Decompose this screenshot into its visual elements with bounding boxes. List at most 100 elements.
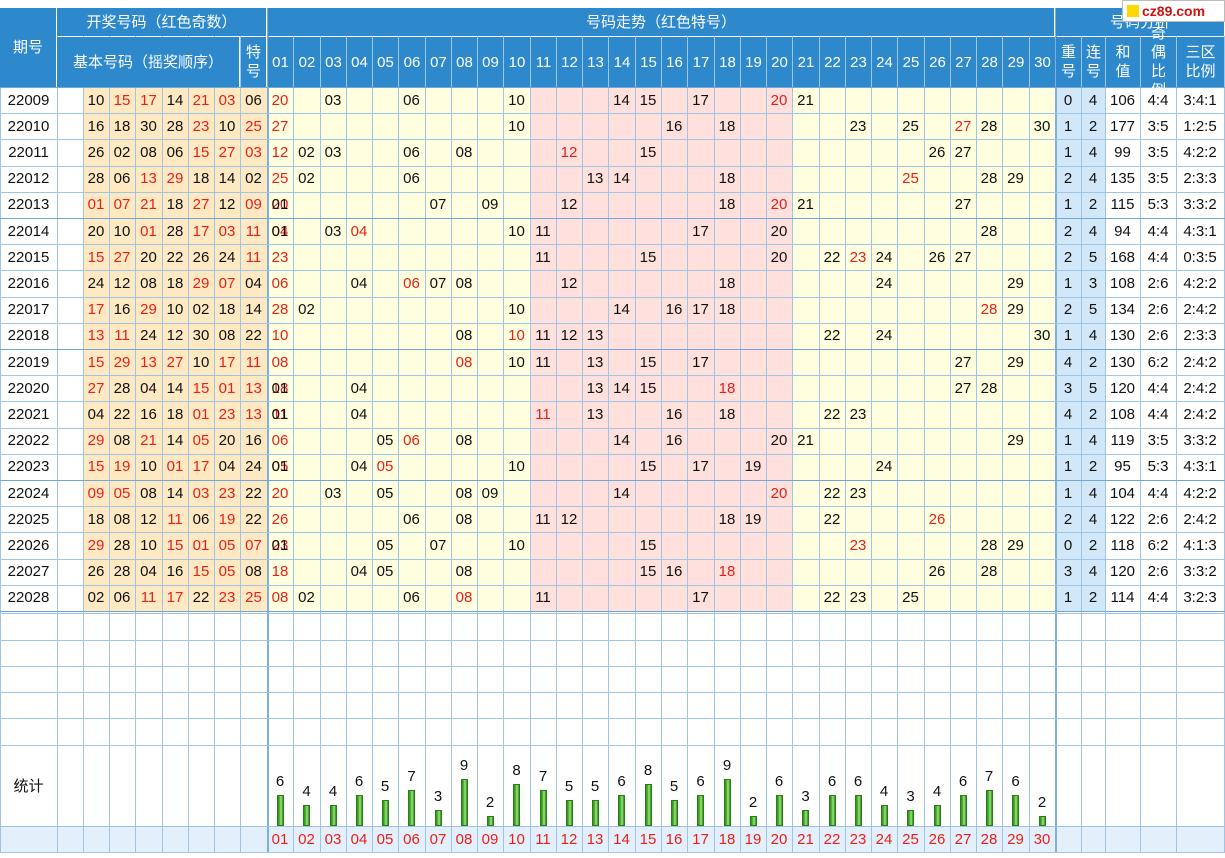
zone-value: 2:4:2 bbox=[1183, 301, 1217, 319]
trend-mark: 18 bbox=[718, 170, 736, 188]
stat-count: 6 bbox=[853, 773, 863, 790]
stat-number-label: 17 bbox=[692, 831, 709, 848]
trend-mark: 13 bbox=[586, 327, 604, 345]
stat-number-label: 04 bbox=[350, 831, 368, 848]
repeat-value: 1 bbox=[1063, 589, 1073, 607]
basic-number: 27 bbox=[87, 379, 105, 397]
trend-mark: 10 bbox=[508, 301, 525, 319]
stat-count: 6 bbox=[354, 773, 364, 790]
trend-mark: 04 bbox=[350, 222, 368, 240]
issue-number: 22023 bbox=[7, 458, 50, 476]
trend-mark: 23 bbox=[849, 536, 867, 554]
repeat-value: 1 bbox=[1063, 196, 1073, 214]
trend-mark: 08 bbox=[455, 484, 473, 502]
stat-number-label: 01 bbox=[271, 831, 289, 848]
basic-number: 23 bbox=[192, 117, 210, 135]
trend-mark: 11 bbox=[535, 589, 551, 607]
trend-mark: 06 bbox=[403, 274, 420, 292]
basic-number: 05 bbox=[113, 484, 131, 502]
trend-mark: 24 bbox=[875, 327, 893, 345]
special-number: 18 bbox=[271, 379, 289, 397]
stat-number-label: 15 bbox=[639, 831, 657, 848]
repeat-value: 2 bbox=[1063, 510, 1073, 528]
sum-value: 120 bbox=[1109, 563, 1136, 581]
basic-number: 14 bbox=[166, 432, 184, 450]
repeat-value: 2 bbox=[1063, 301, 1073, 319]
stat-count: 6 bbox=[774, 773, 784, 790]
trend-mark: 08 bbox=[455, 563, 473, 581]
stat-count: 6 bbox=[617, 773, 626, 790]
stat-count: 9 bbox=[459, 757, 469, 774]
stat-number-label: 29 bbox=[1007, 831, 1024, 848]
basic-number: 05 bbox=[218, 536, 236, 554]
header-number-22: 22 bbox=[820, 37, 845, 87]
basic-number: 17 bbox=[87, 301, 105, 319]
basic-number: 22 bbox=[166, 248, 184, 266]
basic-number: 11 bbox=[245, 248, 262, 266]
trend-mark: 20 bbox=[770, 248, 788, 266]
trend-mark: 01 bbox=[271, 379, 289, 397]
trend-mark: 28 bbox=[980, 117, 998, 135]
basic-number: 13 bbox=[245, 405, 262, 423]
zone-value: 2:4:2 bbox=[1183, 510, 1217, 528]
trend-mark: 22 bbox=[823, 510, 841, 528]
trend-mark: 15 bbox=[639, 248, 657, 266]
site-logo[interactable]: cz89.com bbox=[1122, 0, 1225, 22]
sum-value: 119 bbox=[1110, 432, 1135, 450]
trend-mark: 27 bbox=[954, 143, 972, 161]
trend-mark: 27 bbox=[954, 196, 972, 214]
issue-number: 22010 bbox=[7, 117, 50, 135]
trend-mark: 29 bbox=[1007, 536, 1024, 554]
stat-bar bbox=[434, 810, 442, 826]
issue-number: 22012 bbox=[7, 170, 50, 188]
trend-mark: 05 bbox=[376, 432, 394, 450]
trend-mark: 15 bbox=[639, 91, 657, 109]
stat-bar bbox=[775, 795, 783, 826]
issue-number: 22011 bbox=[8, 143, 49, 161]
issue-number: 22013 bbox=[7, 196, 50, 214]
header-number-19: 19 bbox=[741, 37, 766, 87]
odd-even-value: 5:3 bbox=[1147, 196, 1169, 214]
stat-bar bbox=[644, 784, 652, 826]
trend-mark: 10 bbox=[508, 222, 525, 240]
basic-number: 17 bbox=[166, 589, 184, 607]
issue-number: 22017 bbox=[7, 301, 50, 319]
issue-number: 22022 bbox=[7, 432, 50, 450]
sum-value: 108 bbox=[1109, 274, 1136, 292]
sum-value: 122 bbox=[1109, 510, 1136, 528]
trend-mark: 06 bbox=[403, 589, 420, 607]
trend-mark: 14 bbox=[613, 91, 630, 109]
basic-number: 29 bbox=[192, 274, 210, 292]
consecutive-value: 2 bbox=[1088, 405, 1098, 423]
trend-mark: 22 bbox=[823, 327, 841, 345]
sum-value: 118 bbox=[1110, 536, 1135, 554]
trend-mark: 06 bbox=[403, 91, 420, 109]
trend-mark: 16 bbox=[665, 405, 683, 423]
trend-mark: 10 bbox=[508, 458, 525, 476]
stat-bar bbox=[985, 790, 993, 826]
stat-bar bbox=[618, 795, 625, 826]
stat-count: 3 bbox=[801, 788, 810, 805]
basic-number: 13 bbox=[140, 170, 157, 188]
special-number: 20 bbox=[271, 484, 289, 502]
trend-mark: 17 bbox=[692, 589, 709, 607]
basic-number: 02 bbox=[192, 301, 210, 319]
odd-even-value: 2:6 bbox=[1147, 563, 1169, 581]
basic-number: 07 bbox=[218, 274, 236, 292]
basic-number: 22 bbox=[192, 589, 210, 607]
consecutive-value: 2 bbox=[1088, 117, 1098, 135]
zone-value: 2:4:2 bbox=[1183, 405, 1217, 423]
header-repeat: 重号 bbox=[1056, 37, 1081, 87]
issue-number: 22009 bbox=[7, 91, 50, 109]
trend-mark: 12 bbox=[560, 143, 578, 161]
basic-number: 21 bbox=[140, 196, 157, 214]
header-number-15: 15 bbox=[636, 37, 661, 87]
stat-number-label: 09 bbox=[481, 831, 499, 848]
basic-number: 01 bbox=[192, 536, 210, 554]
stats-label: 统计 bbox=[13, 778, 44, 795]
basic-number: 18 bbox=[166, 274, 184, 292]
special-number: 18 bbox=[271, 563, 289, 581]
trend-mark: 13 bbox=[586, 379, 604, 397]
trend-mark: 04 bbox=[350, 563, 368, 581]
trend-mark: 12 bbox=[560, 327, 578, 345]
